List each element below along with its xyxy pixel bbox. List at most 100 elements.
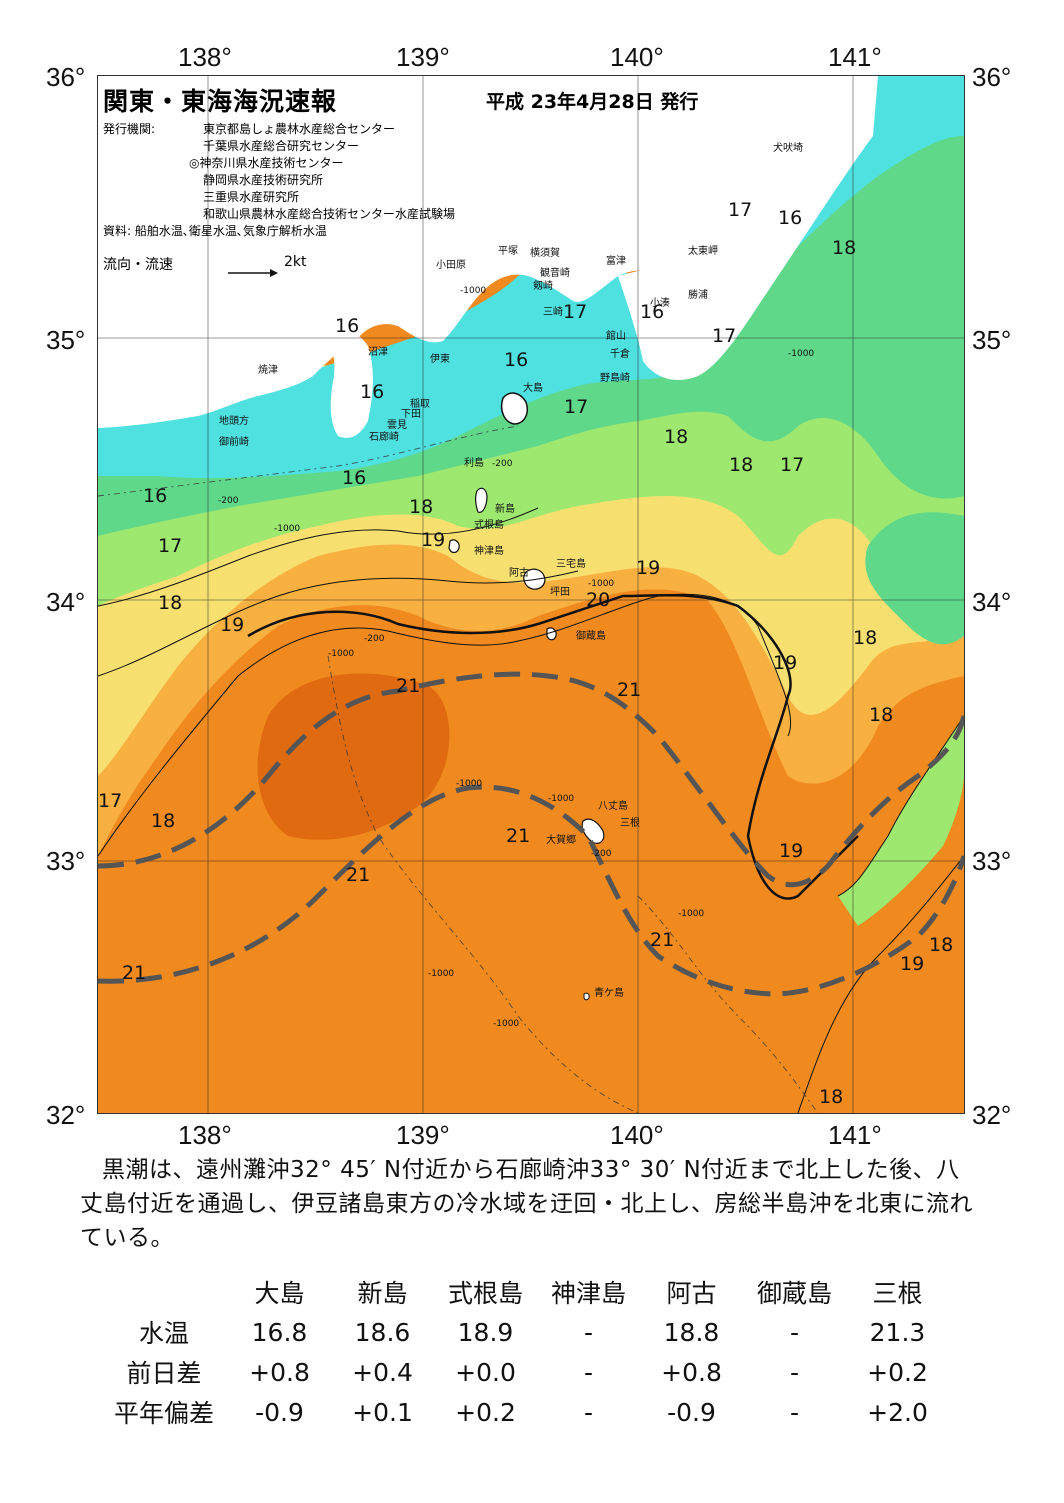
issuer-list: 東京都島しょ農林水産総合センター 千葉県水産総合研究センター ◎神奈川県水産技術…	[189, 121, 743, 223]
isotherm-label: 20	[586, 589, 610, 611]
table-cell: 18.6	[354, 1317, 411, 1347]
lat-label-right-35: 35°	[972, 325, 1012, 355]
issuer: 静岡県水産技術研究所	[203, 173, 324, 187]
isotherm-label: 17	[158, 535, 182, 557]
row-label: 前日差	[126, 1359, 202, 1388]
isotherm-label: 17	[712, 325, 736, 347]
lat-label-left-35: 35°	[46, 325, 86, 355]
row-label: 平年偏差	[113, 1399, 214, 1428]
station-header: 御蔵島	[756, 1279, 832, 1308]
station-header: 阿古	[666, 1279, 717, 1308]
place-name: 八丈島	[598, 799, 628, 812]
place-name: 式根島	[474, 518, 504, 531]
isotherm-label: 19	[773, 652, 797, 674]
table-cell: +0.0	[455, 1357, 516, 1387]
isotherm-label: 16	[342, 467, 366, 489]
kuroshio-axis-south	[98, 784, 964, 997]
depth-label: -1000	[460, 286, 486, 296]
place-name: 御前崎	[219, 435, 249, 448]
place-name: 大島	[523, 381, 543, 394]
isotherm-20-bold	[247, 593, 859, 900]
kuroshio-axis	[98, 671, 964, 888]
place-name: 野島崎	[600, 371, 630, 384]
table-cell: 21.3	[869, 1317, 926, 1347]
place-name-group: 犬吠埼 太東岬 勝浦 小湊 富津 横須賀 観音崎 平塚 小田原 剱崎 三崎 館山…	[219, 141, 803, 999]
kuroshio-summary: 黒潮は、遠州灘沖32° 45′ N付近から石廊崎沖33° 30′ N付近まで北上…	[80, 1157, 973, 1251]
station-header: 神津島	[550, 1279, 626, 1308]
place-name: 三根	[620, 816, 640, 829]
table-row: 水温 16.8 18.6 18.9 - 18.8 - 21.3	[100, 1312, 949, 1352]
place-name: 焼津	[258, 364, 278, 376]
isotherm-label: 19	[779, 840, 803, 862]
sea-temperature-map: 16 16 16 16 16 16 16 17 17 17 17 17 17 1…	[97, 75, 965, 1114]
island-oshima	[500, 392, 528, 425]
issue-date: 平成 23年4月28日 発行	[486, 91, 699, 113]
band-18	[98, 186, 964, 606]
map-header: 関東・東海海況速報 平成 23年4月28日 発行 発行機関: 東京都島しょ農林水…	[103, 82, 743, 274]
isotherm-label: 18	[158, 592, 182, 614]
place-name: 坪田	[550, 585, 570, 598]
isotherm-label: 17	[563, 301, 587, 323]
island-kozushima	[448, 539, 460, 554]
lat-label-left-32: 32°	[46, 1100, 86, 1130]
lon-label-bottom-140: 140°	[610, 1120, 664, 1150]
band-18-east	[838, 716, 964, 926]
band-17-east	[865, 512, 964, 645]
station-temperature-table: 大島 新島 式根島 神津島 阿古 御蔵島 三根 水温 16.8 18.6 18.…	[100, 1272, 949, 1432]
isotherm-label: 19	[220, 614, 244, 636]
isotherm-label: 21	[617, 679, 641, 701]
lat-label-left-34: 34°	[46, 587, 86, 617]
land-izu	[328, 329, 373, 438]
isotherm-label: 19	[900, 953, 924, 975]
row-label: 水温	[138, 1319, 189, 1348]
depth-label: -200	[364, 634, 385, 644]
place-name: 富津	[606, 254, 626, 267]
place-name: 千倉	[610, 347, 630, 360]
map-canvas: 16 16 16 16 16 16 16 17 17 17 17 17 17 1…	[98, 76, 964, 1113]
table-row: 前日差 +0.8 +0.4 +0.0 - +0.8 - +0.2	[100, 1352, 949, 1392]
table-row: 平年偏差 -0.9 +0.1 +0.2 - -0.9 - +2.0	[100, 1392, 949, 1432]
data-sources: 資料: 船舶水温､衛星水温､気象庁解析水温	[103, 224, 327, 238]
station-header: 大島	[254, 1279, 305, 1308]
table-cell: -	[789, 1357, 800, 1387]
lon-label-bottom-139: 139°	[396, 1120, 450, 1150]
isotherm-label: 21	[506, 825, 530, 847]
land-honshu	[98, 76, 798, 428]
table-corner	[100, 1272, 228, 1312]
depth-label: -200	[492, 459, 513, 469]
place-name: 御蔵島	[576, 629, 606, 642]
isotherm-label: 16	[335, 315, 359, 337]
isotherm-label: 16	[143, 485, 167, 507]
isotherm-label: 17	[564, 396, 588, 418]
place-name: 横須賀	[530, 246, 560, 259]
place-name: 伊東	[430, 352, 450, 365]
place-name: 平塚	[498, 245, 518, 257]
place-name: 小湊	[650, 296, 670, 309]
lon-label-top-141: 141°	[828, 42, 882, 72]
place-name: 青ケ島	[594, 986, 624, 999]
isotherm-label: 17	[780, 454, 804, 476]
lat-lon-grid	[98, 76, 964, 1113]
place-name: 勝浦	[688, 288, 708, 301]
isotherm-label: 18	[409, 496, 433, 518]
lat-label-right-34: 34°	[972, 587, 1012, 617]
lat-label-left-33: 33°	[46, 846, 86, 876]
isotherm-label: 16	[360, 381, 384, 403]
lat-label-left-36: 36°	[46, 62, 86, 92]
flow-scale-arrow	[228, 269, 278, 277]
isotherm-label: 21	[346, 864, 370, 886]
isotherm-label: 21	[122, 962, 146, 984]
place-name: 三崎	[543, 305, 563, 318]
depth-label: -1000	[428, 969, 454, 979]
isotherm-label: 17	[728, 199, 752, 221]
map-title: 関東・東海海況速報	[103, 87, 338, 116]
lon-label-bottom-138: 138°	[178, 1120, 232, 1150]
flow-scale-label: 2kt	[284, 254, 307, 270]
place-name: 観音崎	[540, 266, 570, 279]
issuer: 千葉県水産総合研究センター	[203, 139, 360, 153]
hot-core-region	[257, 673, 450, 840]
lon-label-bottom-141: 141°	[828, 1120, 882, 1150]
isotherm-label: 16	[504, 349, 528, 371]
depth-label: -1000	[456, 779, 482, 789]
table-cell: +0.4	[352, 1357, 413, 1387]
